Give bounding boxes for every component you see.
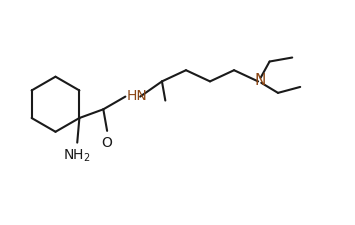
- Text: NH$_2$: NH$_2$: [64, 146, 91, 163]
- Text: HN: HN: [127, 89, 148, 103]
- Text: O: O: [101, 135, 112, 149]
- Text: N: N: [254, 72, 266, 87]
